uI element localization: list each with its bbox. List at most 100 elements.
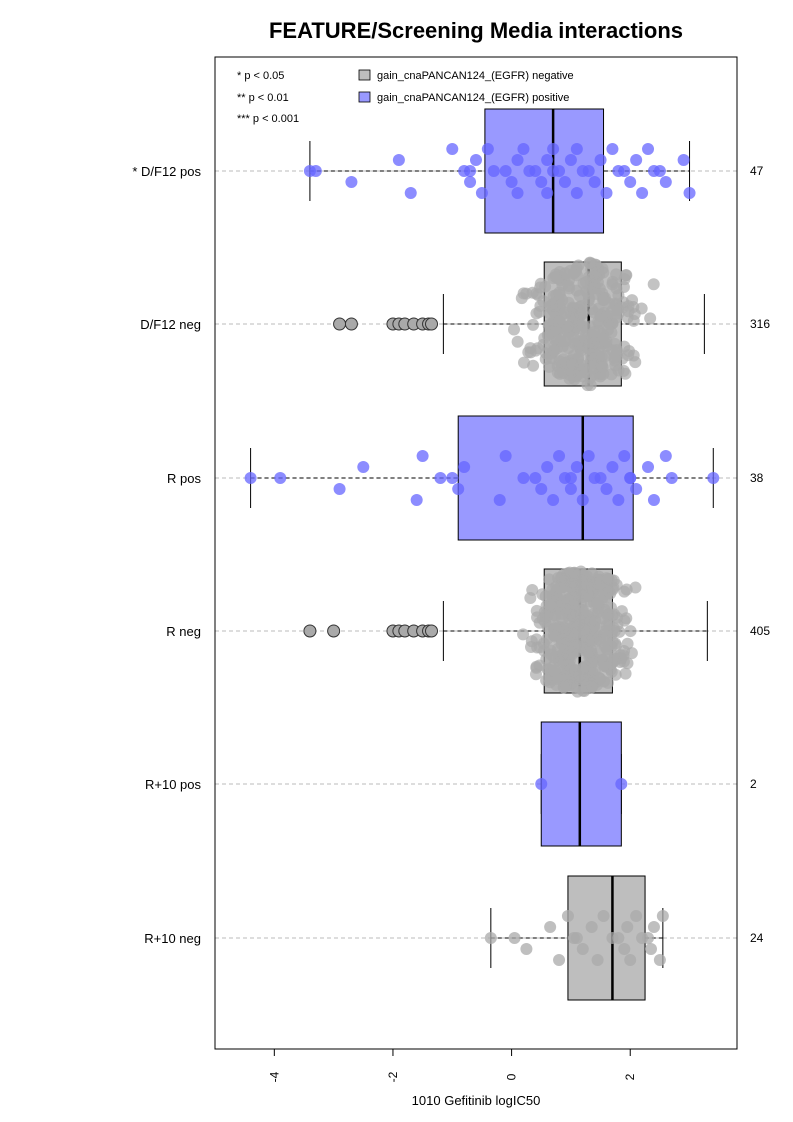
data-point xyxy=(586,348,599,361)
legend-positive-swatch xyxy=(358,91,371,103)
data-point xyxy=(644,943,657,955)
data-point xyxy=(561,567,574,580)
plot-frame xyxy=(214,56,738,1050)
data-point xyxy=(475,187,488,199)
data-point xyxy=(578,660,591,673)
data-point xyxy=(606,278,619,291)
data-point xyxy=(535,483,548,495)
data-point xyxy=(624,176,637,188)
data-point xyxy=(577,277,590,290)
data-point xyxy=(458,461,471,473)
data-point xyxy=(546,583,559,596)
sig-legend-2: ** p < 0.01 xyxy=(237,92,289,104)
data-point xyxy=(558,176,571,188)
data-point xyxy=(392,154,405,166)
data-point xyxy=(515,292,528,305)
data-point xyxy=(597,910,610,922)
data-point xyxy=(621,921,634,933)
data-point xyxy=(404,187,417,199)
data-point xyxy=(464,176,477,188)
data-point xyxy=(612,494,625,506)
data-point xyxy=(533,305,546,318)
data-point xyxy=(600,187,613,199)
data-point xyxy=(520,943,533,955)
data-point xyxy=(609,668,622,681)
data-point xyxy=(518,356,531,369)
data-point xyxy=(541,633,554,646)
data-point xyxy=(586,680,599,693)
data-point xyxy=(333,483,346,495)
category-label: R pos xyxy=(167,471,201,486)
data-point xyxy=(517,143,530,155)
data-point xyxy=(526,286,539,299)
outlier-point xyxy=(333,317,347,331)
category-labels: * D/F12 pos D/F12 neg R pos R neg R+10 pos R+… xyxy=(132,164,201,946)
data-point xyxy=(618,165,631,177)
data-point xyxy=(585,921,598,933)
category-label: R+10 neg xyxy=(144,931,201,946)
data-point xyxy=(647,494,660,506)
data-point xyxy=(615,778,628,790)
data-point xyxy=(549,268,562,281)
data-point xyxy=(570,579,583,592)
data-point xyxy=(566,301,579,314)
data-point xyxy=(357,461,370,473)
data-point xyxy=(608,625,621,638)
data-point xyxy=(596,612,609,625)
data-point xyxy=(597,266,610,279)
data-point xyxy=(517,472,530,484)
data-point xyxy=(555,607,568,620)
box xyxy=(457,415,634,541)
data-point xyxy=(244,472,257,484)
data-point xyxy=(642,143,655,155)
data-point xyxy=(569,598,582,611)
data-point xyxy=(493,494,506,506)
outlier-point xyxy=(425,317,439,331)
data-point xyxy=(624,625,637,638)
data-point xyxy=(621,637,634,650)
data-point xyxy=(624,954,637,966)
data-point xyxy=(416,450,429,462)
data-point xyxy=(452,483,465,495)
data-point xyxy=(600,483,613,495)
data-point xyxy=(484,932,497,944)
count-label: 47 xyxy=(750,164,764,178)
sig-legend-3: *** p < 0.001 xyxy=(237,113,299,125)
data-point xyxy=(539,353,552,366)
data-point xyxy=(581,646,594,659)
data-point xyxy=(595,360,608,373)
outlier-point xyxy=(425,624,439,638)
data-point xyxy=(603,639,616,652)
category-label: R+10 pos xyxy=(145,777,202,792)
data-point xyxy=(610,311,623,324)
sig-legend-1: * p < 0.05 xyxy=(237,70,284,82)
data-point xyxy=(524,592,537,605)
count-label: 38 xyxy=(750,471,764,485)
data-point xyxy=(530,661,543,674)
category-label: D/F12 neg xyxy=(140,317,201,332)
data-point xyxy=(530,604,543,617)
data-point xyxy=(605,326,618,339)
data-point xyxy=(529,165,542,177)
data-point xyxy=(642,932,655,944)
data-point xyxy=(511,154,524,166)
data-point xyxy=(591,597,604,610)
data-point xyxy=(618,943,631,955)
data-point xyxy=(558,357,571,370)
data-point xyxy=(499,450,512,462)
data-point xyxy=(567,641,580,654)
data-point xyxy=(547,143,560,155)
data-point xyxy=(621,657,634,670)
data-point xyxy=(563,282,576,295)
legend-negative-swatch xyxy=(358,69,371,81)
data-point xyxy=(529,472,542,484)
data-point xyxy=(549,622,562,635)
data-point xyxy=(553,450,566,462)
data-point xyxy=(527,359,540,372)
data-point xyxy=(606,143,619,155)
data-point xyxy=(628,308,641,321)
x-tick-label: -2 xyxy=(386,1071,400,1082)
data-point xyxy=(583,633,596,646)
data-point xyxy=(653,954,666,966)
